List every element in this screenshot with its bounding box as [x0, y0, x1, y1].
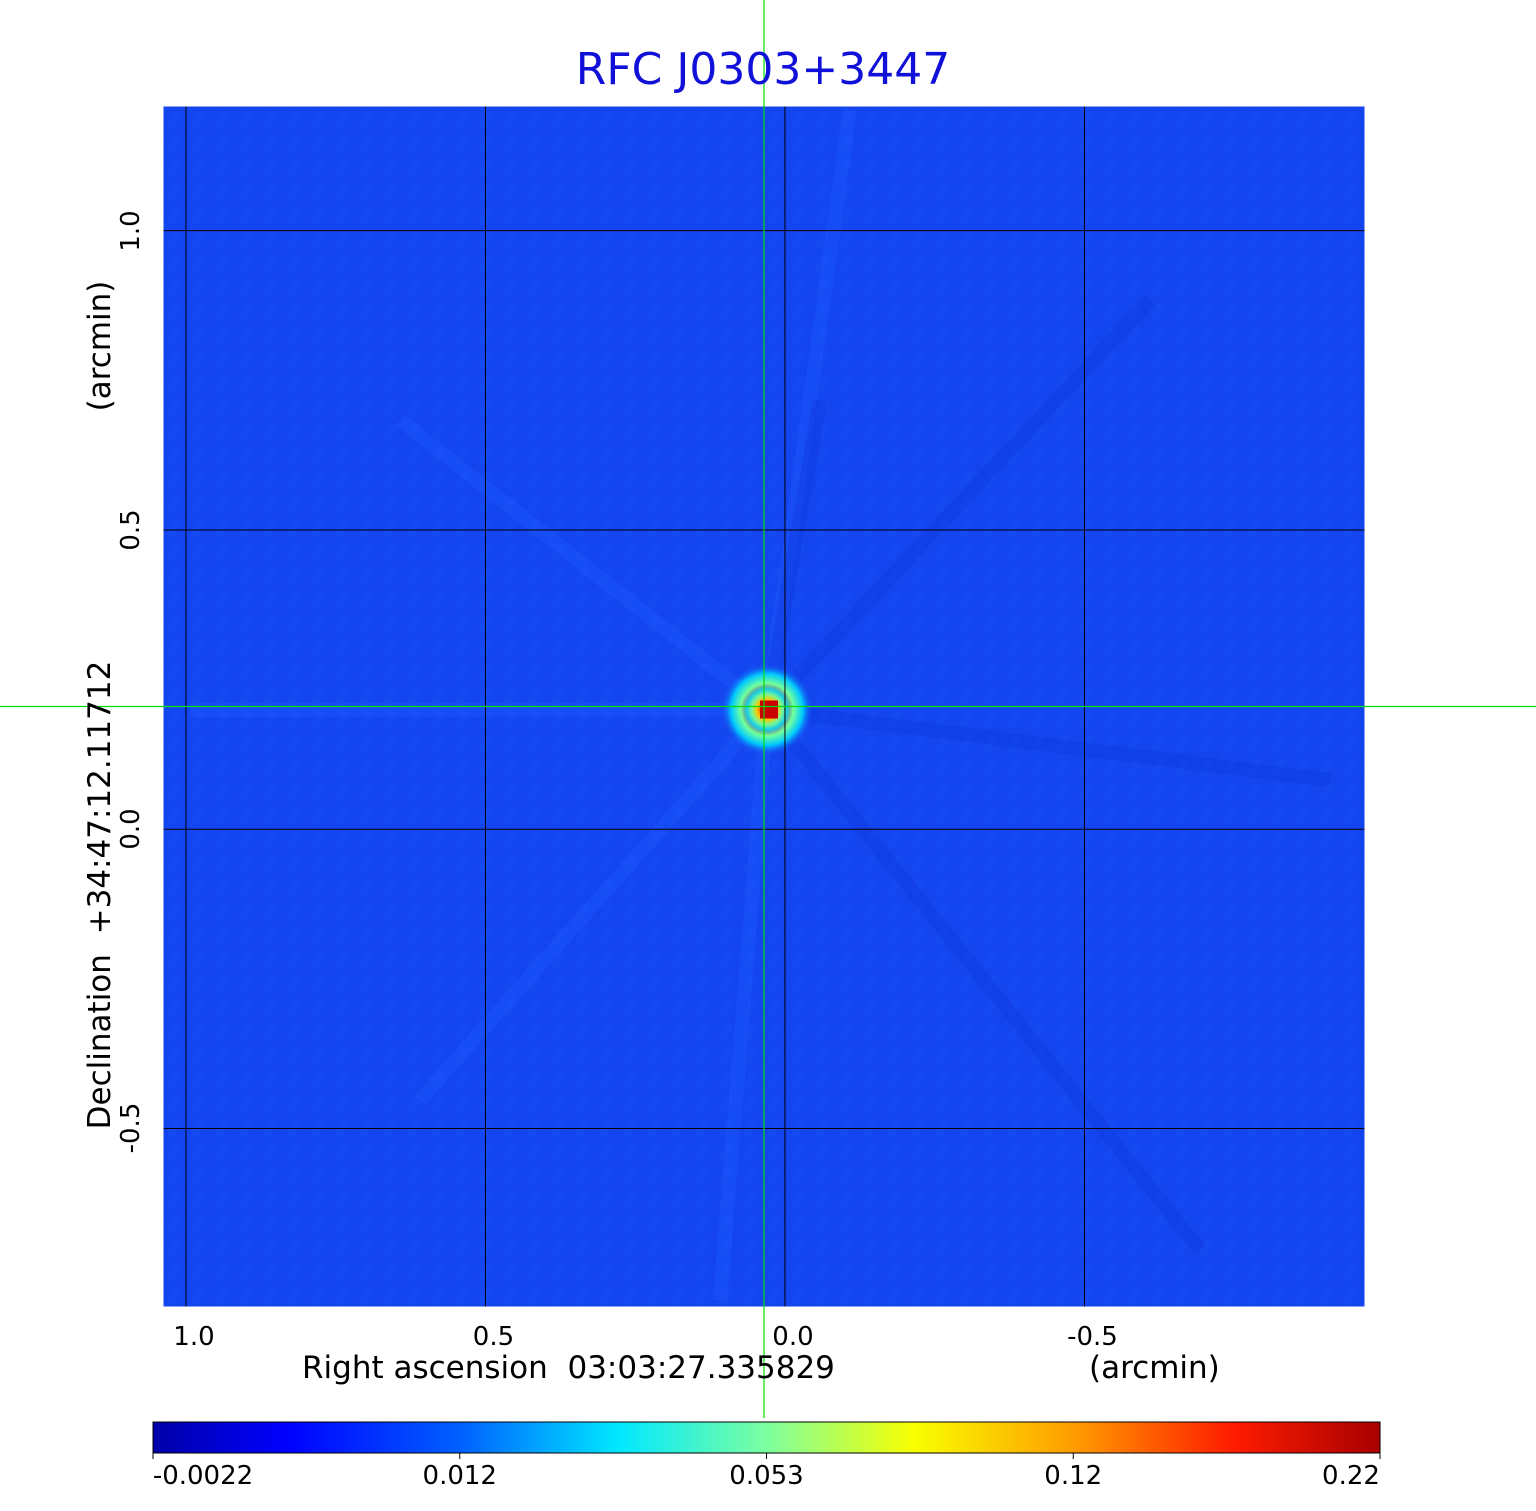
- sidelobe-streak: [414, 704, 773, 1105]
- x-tick-label: 0.5: [472, 1322, 515, 1352]
- y-axis-label: Declination +34:47:12.11712: [82, 660, 118, 1130]
- chart-title: RFC J0303+3447: [575, 44, 951, 95]
- source-peak-pixel: [759, 700, 778, 719]
- colorbar-tick-label: -0.0022: [152, 1461, 254, 1491]
- y-tick-label: 0.5: [116, 509, 146, 551]
- sidelobe-streak: [713, 708, 774, 1301]
- sidelobe-streak: [761, 295, 1156, 715]
- sidelobe-streak: [189, 702, 768, 717]
- sidelobe-streak: [766, 702, 1331, 787]
- x-axis-label: Right ascension 03:03:27.335829: [302, 1350, 835, 1386]
- y-tick-label: 0.0: [116, 808, 146, 850]
- colorbar-tick-label: 0.22: [1322, 1461, 1380, 1491]
- colorbar-tick-label: 0.012: [422, 1461, 497, 1491]
- colorbar: [152, 1421, 1381, 1459]
- x-tick-label: 1.0: [173, 1322, 215, 1352]
- sidelobe-streak: [760, 109, 857, 711]
- plot-area: [0, 0, 1536, 1418]
- colorbar-tick-label: 0.12: [1044, 1461, 1103, 1491]
- x-axis-unit: (arcmin): [1089, 1350, 1220, 1386]
- y-tick-label: -0.5: [116, 1103, 146, 1154]
- sidelobe-streak: [761, 705, 1206, 1255]
- sidelobe-streak: [395, 414, 772, 715]
- sidelobe-streak: [760, 398, 827, 711]
- y-axis-unit: (arcmin): [82, 280, 118, 412]
- colorbar-bar: [152, 1421, 1381, 1454]
- colorbar-tick-label: 0.053: [729, 1461, 804, 1491]
- y-tick-label: 1.0: [116, 209, 146, 252]
- x-tick-label: -0.5: [1067, 1322, 1118, 1352]
- x-tick-label: 0.0: [772, 1322, 814, 1352]
